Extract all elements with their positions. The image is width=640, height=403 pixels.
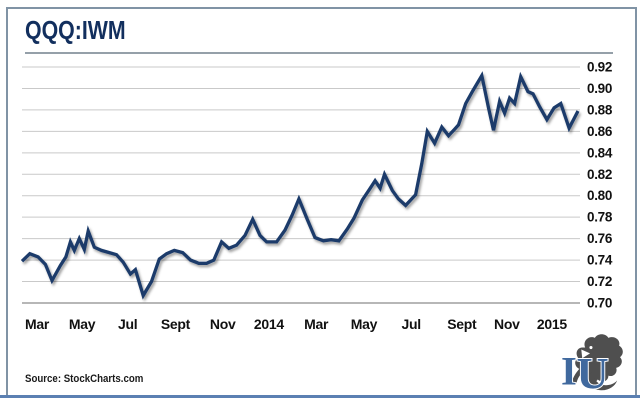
x-tick-label: Sept (161, 316, 191, 332)
bottom-accent-bar (0, 395, 640, 398)
y-tick-label: 0.74 (587, 253, 613, 268)
x-tick-label: 2015 (537, 316, 567, 332)
y-tick-label: 0.80 (587, 188, 612, 203)
x-tick-label: Mar (304, 316, 329, 332)
y-tick-label: 0.84 (587, 145, 613, 160)
x-axis-labels: Mar May Jul Sept Nov 2014 Mar May Jul Sept Nov 2015 (25, 316, 568, 332)
y-tick-label: 0.76 (587, 231, 613, 246)
y-tick-label: 0.72 (587, 274, 612, 289)
y-tick-label: 0.86 (587, 124, 613, 139)
x-tick-label: May (69, 316, 96, 332)
y-tick-label: 0.92 (587, 60, 612, 75)
x-tick-label: Mar (25, 316, 50, 332)
ratio-series-line (20, 71, 580, 300)
y-tick-label: 0.90 (587, 81, 612, 96)
x-tick-label: 2014 (254, 316, 284, 332)
x-tick-label: Sept (447, 316, 477, 332)
source-credit: Source: StockCharts.com (25, 373, 144, 385)
gridlines (22, 66, 580, 304)
x-tick-label: Jul (402, 316, 421, 332)
x-tick-label: Nov (210, 316, 236, 332)
iu-lion-logo: I U (560, 334, 623, 395)
x-tick-label: May (351, 316, 378, 332)
x-tick-label: Jul (118, 316, 137, 332)
y-tick-label: 0.88 (587, 102, 613, 117)
y-tick-label: 0.70 (587, 296, 612, 311)
lion-icon (571, 334, 623, 391)
chart-title: QQQ:IWM (25, 15, 126, 45)
logo-letter-u: U (576, 348, 608, 395)
logo-letter-i: I (561, 348, 577, 393)
y-axis-labels: 0.92 0.90 0.88 0.86 0.84 0.82 0.80 0.78 0.76 0.74… (587, 60, 613, 311)
chart-frame-border (6, 7, 637, 397)
x-tick-label: Nov (494, 316, 520, 332)
title-divider (25, 52, 613, 54)
y-tick-label: 0.82 (587, 167, 612, 182)
y-tick-label: 0.78 (587, 210, 613, 225)
series-polyline (20, 71, 580, 300)
